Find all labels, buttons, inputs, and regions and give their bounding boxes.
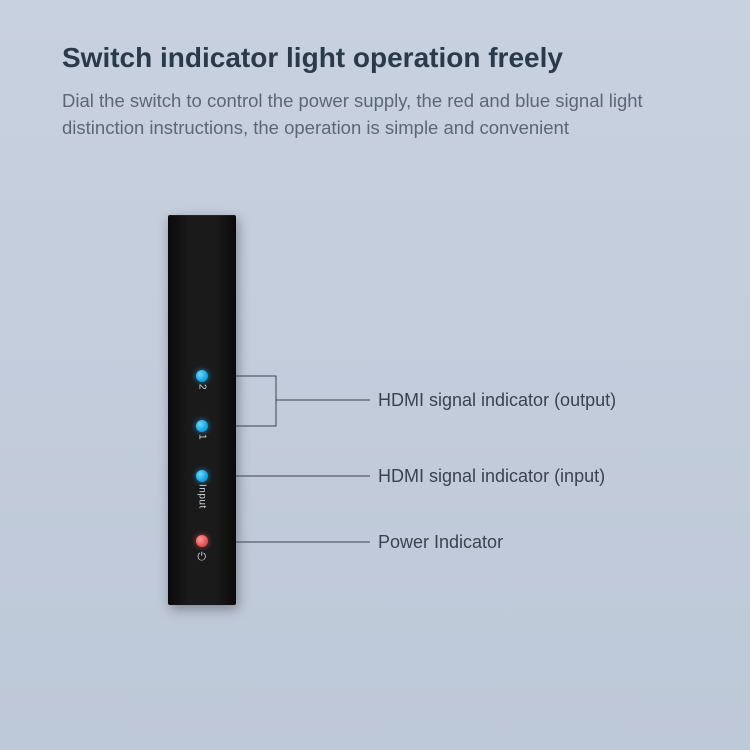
page-title: Switch indicator light operation freely — [62, 42, 563, 74]
power-icon: ⏻ — [197, 551, 206, 564]
led-dot-red — [196, 535, 208, 547]
led-label: Input — [197, 484, 208, 509]
device-body: 2 1 Input ⏻ — [168, 215, 236, 605]
led-label: 2 — [197, 384, 208, 390]
led-output-2: 2 — [168, 370, 236, 390]
led-power: ⏻ — [168, 535, 236, 564]
led-dot-blue — [196, 370, 208, 382]
led-dot-blue — [196, 470, 208, 482]
callout-output: HDMI signal indicator (output) — [378, 390, 616, 411]
callout-power: Power Indicator — [378, 532, 503, 553]
callout-input: HDMI signal indicator (input) — [378, 466, 605, 487]
led-label: 1 — [197, 434, 208, 440]
led-output-1: 1 — [168, 420, 236, 440]
page-subtext: Dial the switch to control the power sup… — [62, 88, 688, 142]
led-input: Input — [168, 470, 236, 509]
led-dot-blue — [196, 420, 208, 432]
